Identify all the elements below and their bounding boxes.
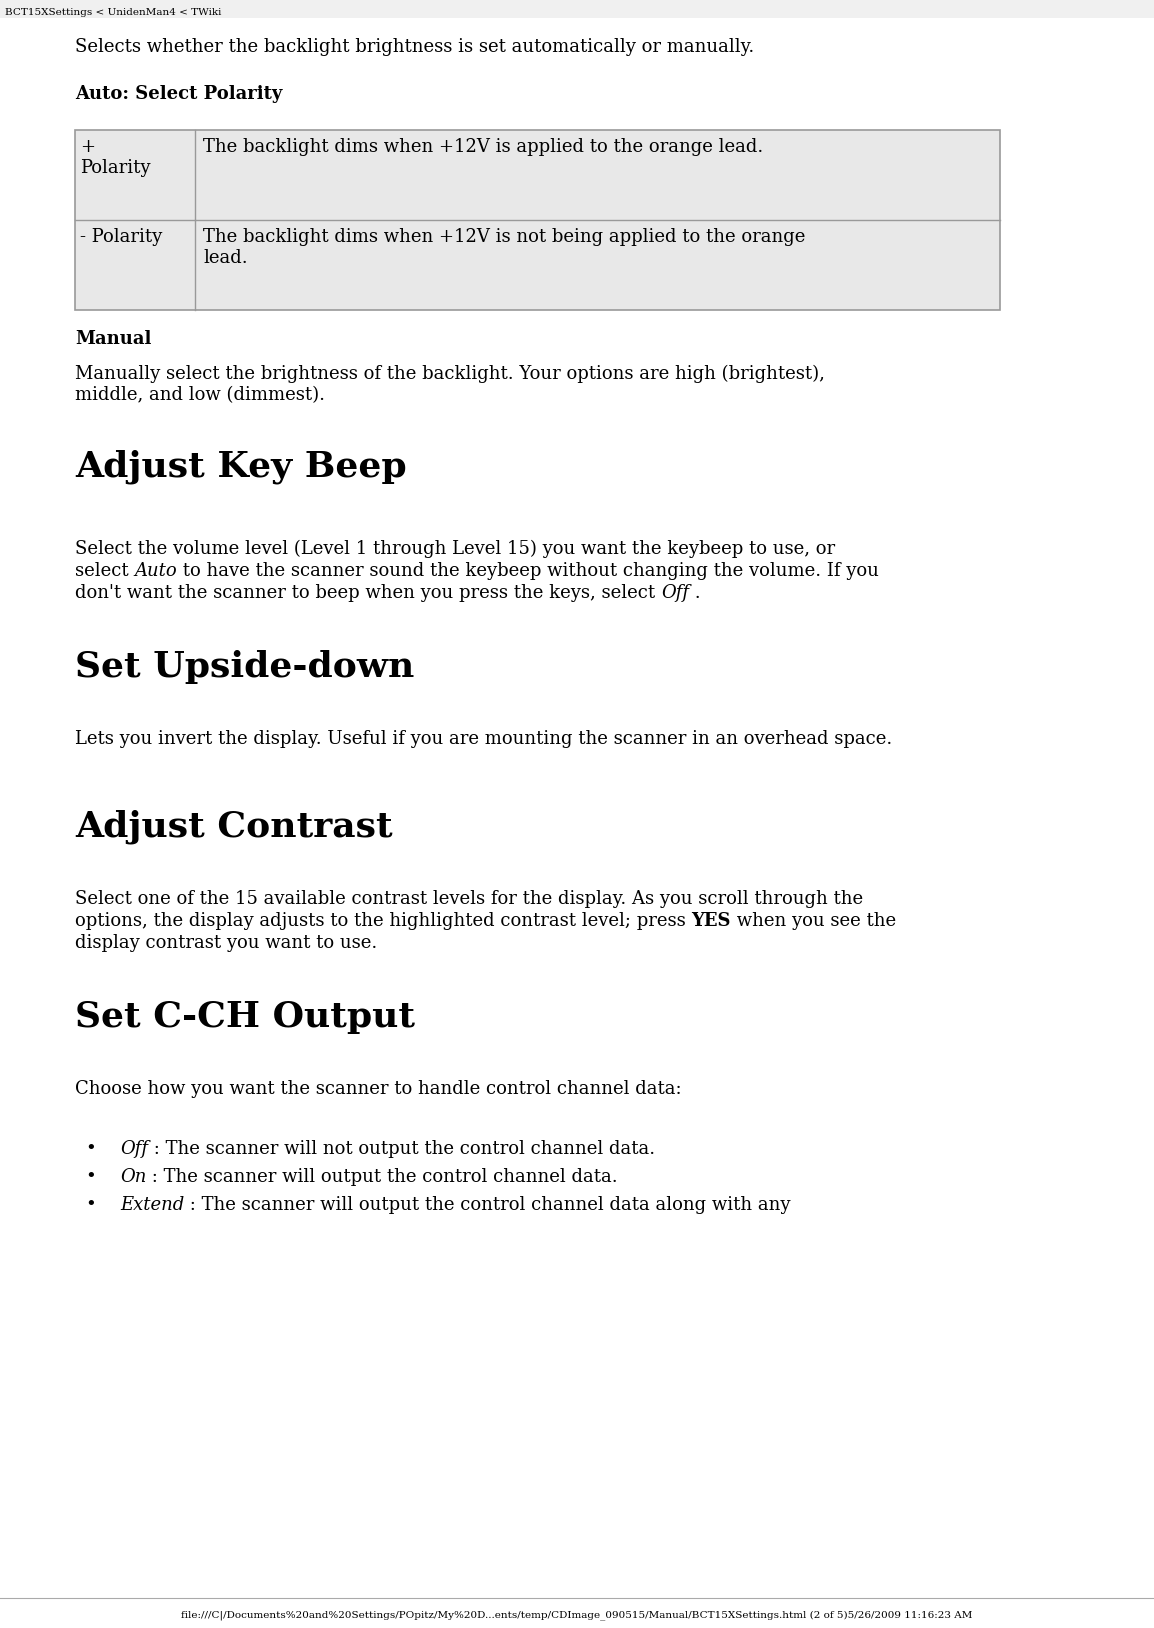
Text: Selects whether the backlight brightness is set automatically or manually.: Selects whether the backlight brightness… bbox=[75, 37, 755, 55]
Text: - Polarity: - Polarity bbox=[80, 228, 163, 246]
Text: Auto: Select Polarity: Auto: Select Polarity bbox=[75, 85, 283, 103]
Text: Off: Off bbox=[661, 584, 689, 602]
Text: •: • bbox=[85, 1140, 96, 1158]
Text: •: • bbox=[85, 1197, 96, 1214]
Text: Auto: Auto bbox=[134, 562, 177, 580]
Text: .: . bbox=[689, 584, 700, 602]
Text: Set Upside-down: Set Upside-down bbox=[75, 650, 414, 684]
Text: Choose how you want the scanner to handle control channel data:: Choose how you want the scanner to handl… bbox=[75, 1079, 682, 1097]
Text: file:///C|/Documents%20and%20Settings/POpitz/My%20D...ents/temp/CDImage_090515/M: file:///C|/Documents%20and%20Settings/PO… bbox=[181, 1610, 973, 1620]
Text: Manually select the brightness of the backlight. Your options are high (brightes: Manually select the brightness of the ba… bbox=[75, 365, 825, 404]
Text: display contrast you want to use.: display contrast you want to use. bbox=[75, 934, 377, 952]
Bar bbox=[0, 0, 1154, 18]
Text: +
Polarity: + Polarity bbox=[80, 138, 150, 177]
Text: Select the volume level (Level 1 through Level 15) you want the keybeep to use, : Select the volume level (Level 1 through… bbox=[75, 540, 835, 558]
Text: Adjust Contrast: Adjust Contrast bbox=[75, 811, 392, 845]
Text: The backlight dims when +12V is applied to the orange lead.: The backlight dims when +12V is applied … bbox=[203, 138, 763, 156]
Text: Set C-CH Output: Set C-CH Output bbox=[75, 1000, 415, 1034]
Text: when you see the: when you see the bbox=[730, 912, 897, 930]
Text: BCT15XSettings < UnidenMan4 < TWiki: BCT15XSettings < UnidenMan4 < TWiki bbox=[5, 8, 222, 16]
Text: don't want the scanner to beep when you press the keys, select: don't want the scanner to beep when you … bbox=[75, 584, 661, 602]
Text: On: On bbox=[120, 1167, 147, 1187]
Text: Extend: Extend bbox=[120, 1197, 185, 1214]
Text: •: • bbox=[85, 1167, 96, 1187]
Bar bbox=[75, 130, 1001, 309]
Text: : The scanner will output the control channel data.: : The scanner will output the control ch… bbox=[147, 1167, 619, 1187]
Text: Adjust Key Beep: Adjust Key Beep bbox=[75, 449, 406, 485]
Text: to have the scanner sound the keybeep without changing the volume. If you: to have the scanner sound the keybeep wi… bbox=[177, 562, 879, 580]
Text: Select one of the 15 available contrast levels for the display. As you scroll th: Select one of the 15 available contrast … bbox=[75, 891, 863, 908]
Text: : The scanner will not output the control channel data.: : The scanner will not output the contro… bbox=[148, 1140, 655, 1158]
Text: : The scanner will output the control channel data along with any: : The scanner will output the control ch… bbox=[185, 1197, 790, 1214]
Text: Lets you invert the display. Useful if you are mounting the scanner in an overhe: Lets you invert the display. Useful if y… bbox=[75, 729, 892, 747]
Text: select: select bbox=[75, 562, 134, 580]
Text: YES: YES bbox=[691, 912, 730, 930]
Text: Manual: Manual bbox=[75, 330, 151, 348]
Text: The backlight dims when +12V is not being applied to the orange
lead.: The backlight dims when +12V is not bein… bbox=[203, 228, 805, 267]
Text: Off: Off bbox=[120, 1140, 148, 1158]
Text: options, the display adjusts to the highlighted contrast level; press: options, the display adjusts to the high… bbox=[75, 912, 691, 930]
